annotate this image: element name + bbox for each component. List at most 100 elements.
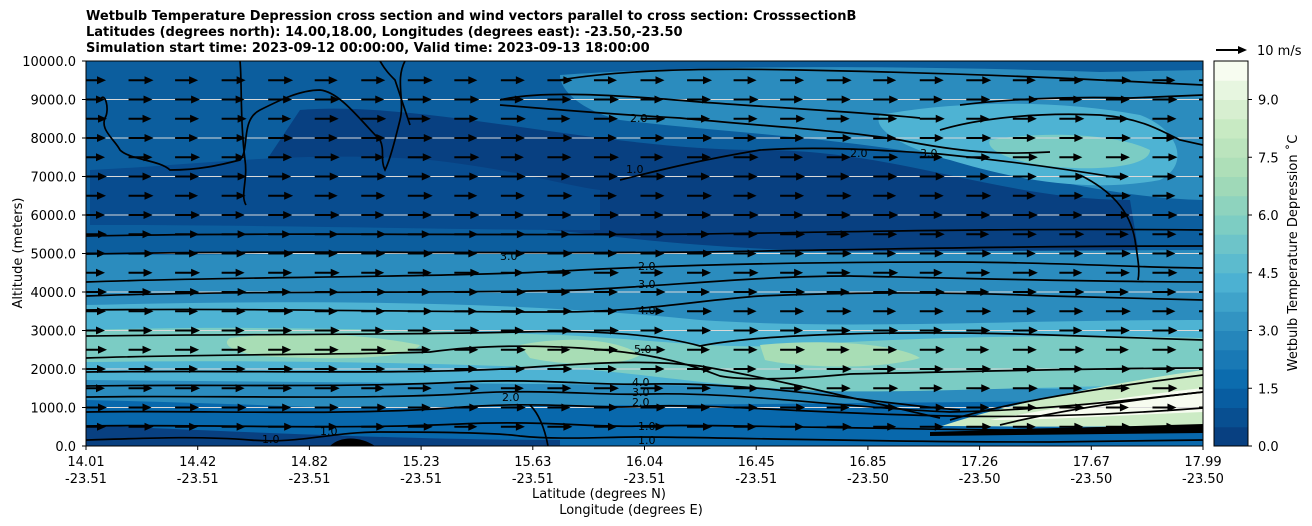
wind-vector-head — [1166, 307, 1176, 316]
wind-vector-head — [1167, 403, 1177, 412]
wind-vector-head — [376, 76, 386, 85]
wind-vector-head — [235, 268, 245, 277]
wind-vector-head — [468, 76, 478, 85]
wind-vector-head — [422, 384, 432, 393]
wind-vector-head — [747, 134, 757, 142]
wind-vector-head — [191, 384, 201, 393]
contour-label: 1.0 — [262, 433, 280, 446]
wind-vector-head — [143, 384, 153, 393]
wind-vector-head — [563, 76, 573, 85]
wind-vector-head — [888, 114, 898, 123]
wind-vector-head — [377, 172, 387, 181]
wind-vector-head — [142, 403, 152, 412]
wind-vector-head — [515, 76, 525, 85]
wind-vector-head — [237, 345, 247, 354]
wind-vector-head — [1120, 95, 1130, 104]
wind-vector-head — [191, 268, 201, 277]
wind-vector-head — [143, 211, 153, 219]
wind-vector-head — [142, 230, 152, 239]
wind-vector-head — [328, 307, 338, 316]
wind-vector-head — [283, 153, 293, 162]
wind-vector-head — [469, 403, 479, 412]
wind-vector-head — [655, 365, 665, 373]
colorbar-bands — [1214, 61, 1248, 447]
contour-line — [529, 404, 549, 446]
contour-line — [559, 68, 1203, 86]
wind-vector-head — [516, 288, 526, 296]
wind-vector-head — [1026, 307, 1036, 316]
wind-vector-head — [375, 211, 385, 219]
wind-vector-head — [607, 134, 617, 142]
wind-vector-head — [514, 384, 524, 393]
wind-vector-head — [189, 365, 199, 373]
wind-vector-head — [421, 230, 431, 239]
wind-vector-head — [749, 384, 759, 393]
wind-vector-head — [330, 384, 340, 393]
wind-vector-head — [982, 134, 992, 142]
wind-vector-head — [1027, 114, 1037, 123]
colorbar-band — [1214, 407, 1248, 428]
x-tick-label-lon: -23.51 — [512, 472, 554, 487]
wind-vector-head — [236, 365, 246, 373]
wind-vector-head — [654, 384, 664, 393]
wind-vector-head — [935, 288, 945, 296]
wind-vector-head — [654, 153, 664, 162]
x-tick-label-lon: -23.50 — [1070, 472, 1112, 487]
wind-vector-head — [796, 403, 806, 412]
wind-vector-head — [563, 191, 573, 200]
wind-vector-head — [97, 422, 106, 431]
wind-vector-head — [609, 268, 619, 277]
wind-vector-head — [1074, 307, 1084, 316]
wind-vector-head — [282, 230, 292, 239]
wind-vector-head — [748, 403, 758, 412]
wind-vector-head — [840, 345, 850, 354]
wind-vector-head — [328, 134, 338, 142]
wind-vector-head — [375, 326, 385, 335]
wind-vector-head — [795, 191, 805, 200]
wind-vector-head — [935, 345, 945, 354]
wind-vector-head — [747, 307, 757, 316]
wind-vector-head — [887, 365, 897, 373]
wind-vector-head — [703, 249, 713, 258]
wind-vector-head — [515, 422, 525, 431]
wind-vector-head — [934, 422, 944, 431]
wind-vector-head — [284, 422, 294, 431]
x-tick-label-lat: 15.63 — [514, 455, 551, 470]
wind-vector-head — [96, 211, 105, 219]
wind-vector-head — [1028, 326, 1038, 335]
wind-vector-head — [422, 211, 432, 219]
wind-vector-head — [330, 153, 340, 162]
wind-vector-head — [468, 249, 478, 258]
wind-vector-head — [609, 153, 619, 162]
wind-vector-head — [887, 134, 897, 142]
wind-vector-head — [235, 384, 245, 393]
wind-vector-head — [144, 249, 154, 258]
wind-vector-head — [189, 249, 199, 258]
wind-vector-head — [189, 307, 199, 316]
wind-vector-head — [563, 307, 573, 316]
wind-vector-head — [375, 384, 385, 393]
wind-vector-head — [329, 403, 339, 412]
wind-vector-head — [284, 191, 294, 200]
wind-vector-head — [1167, 172, 1177, 181]
wind-vector-head — [702, 268, 712, 277]
wind-vector-head — [655, 191, 665, 200]
wind-vector-head — [98, 288, 107, 296]
wind-vector-head — [330, 326, 340, 335]
quiver-key-arrowhead — [1238, 46, 1247, 54]
wind-vector-head — [562, 326, 572, 335]
wind-vector-head — [934, 76, 944, 85]
wind-vector-head — [514, 153, 524, 162]
wind-vector-head — [981, 95, 991, 104]
wind-vector-head — [284, 76, 294, 85]
colorbar-frame — [1213, 60, 1249, 447]
wind-vector-head — [1073, 268, 1083, 277]
wind-vector-head — [1121, 134, 1131, 142]
wind-vector-head — [514, 268, 524, 277]
wind-vector-head — [1121, 422, 1131, 431]
wind-vector-head — [1027, 403, 1037, 412]
wind-vector-head — [841, 211, 851, 219]
wind-vector-head — [376, 134, 386, 142]
wind-vector-head — [609, 95, 619, 104]
y-axis: 0.0 1000.0 2000.0 3000.0 4000.0 5000.0 6000.0 7… — [22, 55, 86, 455]
